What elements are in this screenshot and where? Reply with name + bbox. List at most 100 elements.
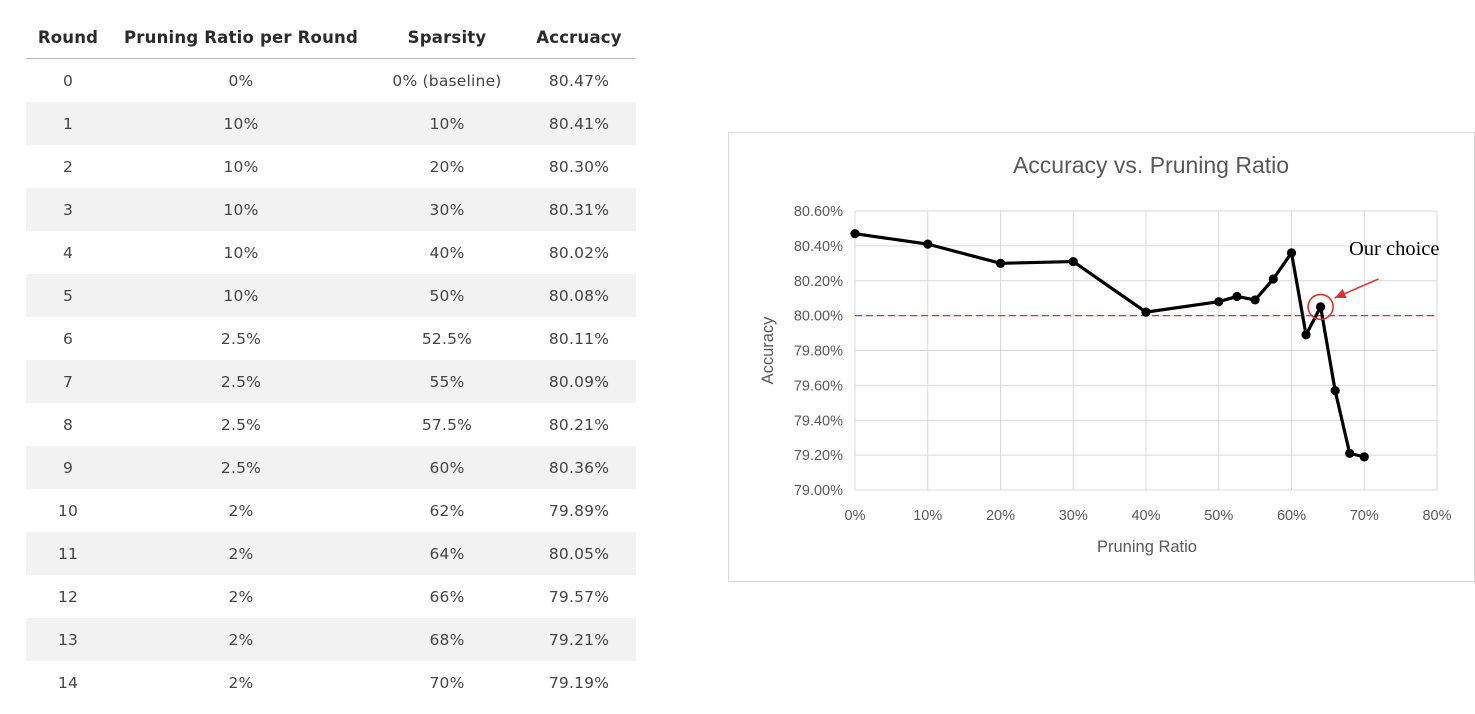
cell-sparsity: 20% bbox=[429, 157, 465, 176]
x-tick-label: 10% bbox=[913, 508, 942, 524]
cell-round: 11 bbox=[57, 544, 79, 563]
data-point bbox=[1214, 297, 1224, 307]
data-point bbox=[1250, 295, 1260, 305]
cell-sparsity: 64% bbox=[429, 544, 465, 563]
cell-sparsity: 50% bbox=[429, 286, 465, 305]
x-tick-label: 60% bbox=[1277, 508, 1306, 524]
header-sparsity: Sparsity bbox=[407, 28, 487, 47]
cell-sparsity: 57.5% bbox=[421, 415, 473, 434]
table-body: 0 0% 0% (baseline) 80.47% 1 10% 10% 80.41% 2 10% 2… bbox=[26, 59, 636, 704]
cell-pruning-ratio: 10% bbox=[223, 114, 259, 133]
cell-accuracy: 80.02% bbox=[548, 243, 610, 262]
table-row: 5 10% 50% 80.08% bbox=[26, 274, 636, 317]
results-table: Round Pruning Ratio per Round Sparsity A… bbox=[26, 17, 636, 704]
cell-accuracy: 79.57% bbox=[548, 587, 610, 606]
cell-pruning-ratio: 10% bbox=[223, 243, 259, 262]
y-axis-label: Accuracy bbox=[759, 316, 777, 385]
cell-round: 2 bbox=[62, 157, 74, 176]
cell-pruning-ratio: 10% bbox=[223, 157, 259, 176]
our-choice-label: Our choice bbox=[1349, 238, 1440, 260]
x-tick-label: 50% bbox=[1204, 508, 1233, 524]
cell-sparsity: 30% bbox=[429, 200, 465, 219]
chart-title: Accuracy vs. Pruning Ratio bbox=[1013, 152, 1289, 178]
header-round: Round bbox=[37, 28, 99, 47]
cell-pruning-ratio: 2.5% bbox=[220, 415, 262, 434]
data-point bbox=[1286, 248, 1297, 258]
cell-pruning-ratio: 2% bbox=[228, 587, 254, 606]
header-accuracy: Accruacy bbox=[536, 28, 622, 47]
table-row: 9 2.5% 60% 80.36% bbox=[26, 446, 636, 489]
header-pruning-ratio-per-round: Pruning Ratio per Round bbox=[124, 28, 358, 47]
y-tick-label: 79.80% bbox=[794, 344, 843, 360]
x-tick-label: 30% bbox=[1059, 508, 1088, 524]
cell-accuracy: 80.36% bbox=[548, 458, 610, 477]
cell-accuracy: 80.21% bbox=[548, 415, 610, 434]
data-point bbox=[850, 229, 860, 239]
cell-round: 6 bbox=[62, 329, 74, 348]
data-point bbox=[1301, 330, 1311, 340]
cell-accuracy: 80.31% bbox=[548, 200, 610, 219]
y-tick-label: 79.40% bbox=[794, 413, 843, 429]
data-point bbox=[1068, 256, 1078, 267]
table-header-row: Round Pruning Ratio per Round Sparsity A… bbox=[26, 17, 636, 59]
cell-round: 3 bbox=[62, 200, 74, 219]
cell-sparsity: 68% bbox=[429, 630, 465, 649]
cell-pruning-ratio: 2.5% bbox=[220, 372, 262, 391]
cell-sparsity: 40% bbox=[429, 243, 465, 262]
cell-pruning-ratio: 2.5% bbox=[220, 329, 262, 348]
cell-accuracy: 80.41% bbox=[548, 114, 610, 133]
x-tick-label: 40% bbox=[1131, 508, 1160, 524]
chart-container: Accuracy vs. Pruning Ratio 79.00% 79.20% 79… bbox=[728, 132, 1475, 582]
table-row: 1 10% 10% 80.41% bbox=[26, 102, 636, 145]
cell-sparsity: 10% bbox=[429, 114, 465, 133]
data-point bbox=[1141, 307, 1151, 317]
cell-pruning-ratio: 10% bbox=[223, 200, 259, 219]
cell-round: 8 bbox=[62, 415, 74, 434]
cell-accuracy: 80.47% bbox=[548, 71, 610, 90]
x-axis-label: Pruning Ratio bbox=[1097, 538, 1197, 556]
data-point bbox=[1232, 291, 1242, 302]
y-tick-label: 80.60% bbox=[794, 204, 843, 220]
accuracy-chart: Accuracy vs. Pruning Ratio 79.00% 79.20% 79… bbox=[759, 152, 1452, 556]
cell-accuracy: 80.09% bbox=[548, 372, 610, 391]
cell-accuracy: 80.05% bbox=[548, 544, 610, 563]
cell-accuracy: 80.30% bbox=[548, 157, 610, 176]
cell-accuracy: 79.89% bbox=[548, 501, 610, 520]
table-row: 13 2% 68% 79.21% bbox=[26, 618, 636, 661]
x-tick-label: 70% bbox=[1350, 508, 1379, 524]
table-row: 10 2% 62% 79.89% bbox=[26, 489, 636, 532]
cell-pruning-ratio: 2.5% bbox=[220, 458, 262, 477]
cell-round: 10 bbox=[57, 501, 79, 520]
y-tick-label: 80.00% bbox=[794, 309, 843, 325]
cell-pruning-ratio: 2% bbox=[228, 630, 254, 649]
cell-round: 14 bbox=[57, 673, 79, 692]
cell-pruning-ratio: 0% bbox=[228, 71, 254, 90]
cell-round: 9 bbox=[62, 458, 74, 477]
cell-sparsity: 70% bbox=[429, 673, 465, 692]
cell-accuracy: 80.11% bbox=[548, 329, 610, 348]
table-row: 8 2.5% 57.5% 80.21% bbox=[26, 403, 636, 446]
accuracy-series-line bbox=[854, 232, 1365, 459]
x-tick-label: 80% bbox=[1422, 508, 1451, 524]
cell-round: 0 bbox=[62, 71, 74, 90]
cell-pruning-ratio: 2% bbox=[228, 501, 254, 520]
data-point bbox=[1316, 302, 1326, 312]
data-point bbox=[923, 239, 933, 249]
cell-sparsity: 60% bbox=[429, 458, 465, 477]
y-tick-label: 79.60% bbox=[794, 378, 843, 394]
choice-highlight-circle bbox=[1307, 293, 1334, 321]
y-tick-label: 79.20% bbox=[794, 448, 843, 464]
cell-sparsity: 52.5% bbox=[421, 329, 473, 348]
cell-sparsity: 0% (baseline) bbox=[392, 71, 502, 90]
cell-pruning-ratio: 2% bbox=[228, 673, 254, 692]
cell-accuracy: 80.08% bbox=[548, 286, 610, 305]
cell-pruning-ratio: 2% bbox=[228, 544, 254, 563]
data-point bbox=[1268, 274, 1278, 284]
cell-accuracy: 79.19% bbox=[548, 673, 610, 692]
cell-pruning-ratio: 10% bbox=[223, 286, 259, 305]
cell-round: 12 bbox=[57, 587, 79, 606]
table-row: 6 2.5% 52.5% 80.11% bbox=[26, 317, 636, 360]
cell-round: 13 bbox=[57, 630, 79, 649]
data-point bbox=[995, 258, 1006, 268]
table-row: 11 2% 64% 80.05% bbox=[26, 532, 636, 575]
